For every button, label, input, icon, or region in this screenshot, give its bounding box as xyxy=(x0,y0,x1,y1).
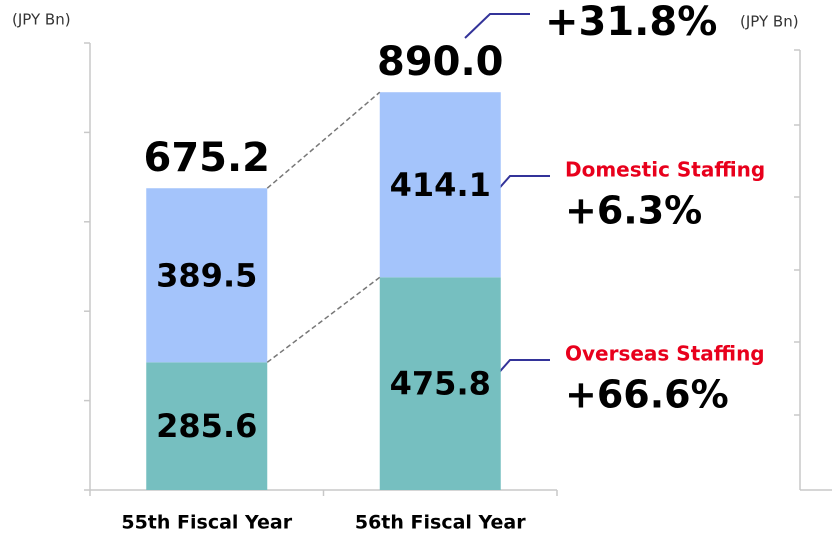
bar-segment xyxy=(146,188,268,363)
partial-axis xyxy=(794,49,832,491)
x-tick-label: 55th Fiscal Year xyxy=(121,512,292,534)
dashed-connector xyxy=(266,276,381,363)
bar-segment xyxy=(379,92,501,278)
total-label: 890.0 xyxy=(377,39,504,85)
segment-label: 285.6 xyxy=(156,407,257,445)
annotation: +6.3% xyxy=(565,189,702,233)
total-label: 675.2 xyxy=(143,135,270,181)
unit-label: (JPY Bn) xyxy=(740,13,799,31)
series-label: Domestic Staffing xyxy=(565,158,765,182)
segment-label: 475.8 xyxy=(390,365,491,403)
annotation: +66.6% xyxy=(565,373,729,417)
x-tick-label: 56th Fiscal Year xyxy=(355,512,526,534)
bar-segment xyxy=(146,362,268,490)
segment-label: 389.5 xyxy=(156,256,257,294)
dashed-connector xyxy=(266,91,381,189)
unit-label: (JPY Bn) xyxy=(12,11,71,29)
series-label: Overseas Staffing xyxy=(565,342,765,366)
annotation: +31.8% xyxy=(545,0,717,45)
segment-label: 414.1 xyxy=(390,166,491,204)
bar-segment xyxy=(379,277,501,490)
